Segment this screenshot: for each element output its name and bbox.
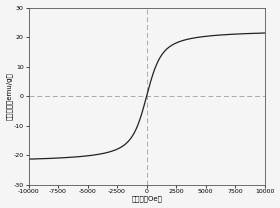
Y-axis label: 磁化强度（emu/g）: 磁化强度（emu/g）: [6, 72, 12, 120]
X-axis label: 施磁力（Oe）: 施磁力（Oe）: [131, 196, 162, 202]
